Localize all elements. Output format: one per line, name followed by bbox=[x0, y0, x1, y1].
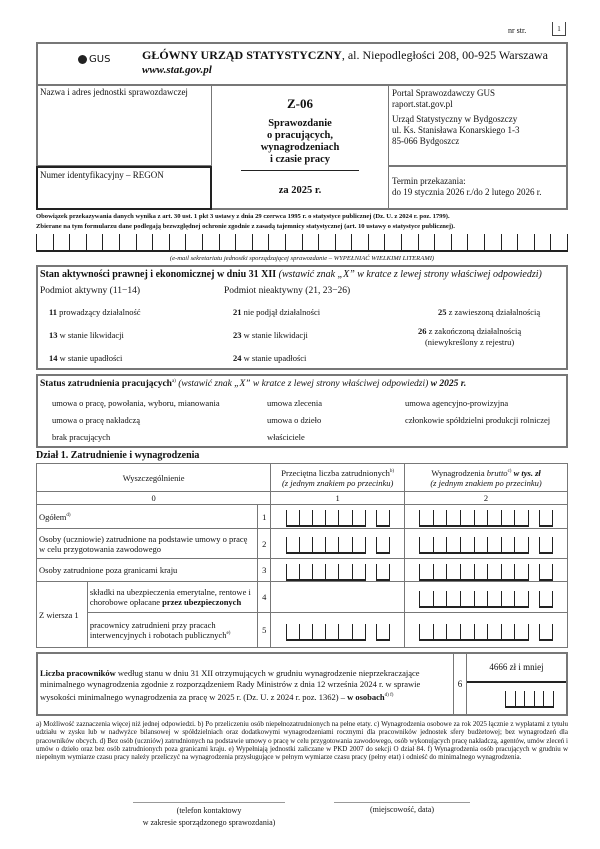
row-number: 6 bbox=[453, 654, 467, 714]
wages-input[interactable] bbox=[404, 504, 568, 529]
option-no-employees[interactable]: brak pracujących bbox=[52, 432, 111, 442]
form-title: o pracujących, bbox=[267, 130, 333, 141]
form-title-block: Z-06 Sprawozdanie o pracujących, wynagro… bbox=[212, 86, 388, 210]
footnotes: a) Możliwość zaznaczenia więcej niż jedn… bbox=[36, 720, 568, 762]
option-agency-contract[interactable]: umowa agencyjno-prowizyjna bbox=[405, 398, 509, 408]
option-sub-label: (niewykreślony z rejestru) bbox=[424, 337, 515, 347]
option-work-contract[interactable]: umowa o dzieło bbox=[267, 415, 322, 425]
header-box: GUS GŁÓWNY URZĄD STATYSTYCZNY, al. Niepo… bbox=[36, 42, 568, 86]
wages-input[interactable] bbox=[404, 528, 568, 559]
form-title: wynagrodzeniach bbox=[260, 142, 340, 153]
row-number: 1 bbox=[257, 504, 272, 529]
legal-notice: Obowiązek przekazywania danych wynika z … bbox=[36, 213, 455, 230]
option-owners[interactable]: właściciele bbox=[267, 432, 305, 442]
employees-input[interactable] bbox=[270, 558, 406, 582]
table-row: Osoby (uczniowie) zatrudnione na podstaw… bbox=[35, 528, 568, 559]
row-label: Osoby (uczniowie) zatrudnione na podstaw… bbox=[35, 528, 259, 559]
wages-input[interactable] bbox=[404, 612, 568, 648]
table-row: Ogółemd) 1 bbox=[35, 504, 568, 529]
col-header-description: Wyszczególnienie bbox=[35, 463, 272, 492]
option-14[interactable]: 14 w stanie upadłości bbox=[49, 353, 123, 363]
row-number: 4 bbox=[257, 581, 272, 613]
row-number: 2 bbox=[257, 528, 272, 559]
option-11[interactable]: 11 prowadzący działalność bbox=[49, 307, 141, 317]
table-row: Osoby zatrudnione poza granicami kraju 3 bbox=[35, 558, 568, 582]
col-header-wages: Wynagrodzenia bruttoc) w tys. zł (z jedny… bbox=[404, 463, 568, 492]
row6-box: Liczba pracowników według stanu w dniu 3… bbox=[36, 652, 568, 716]
row6-input[interactable] bbox=[505, 691, 554, 708]
option-23[interactable]: 23 w stanie likwidacji bbox=[233, 330, 308, 340]
activity-title: Stan aktywności prawnej i ekonomicznej w… bbox=[40, 269, 277, 280]
form-period: za 2025 r. bbox=[278, 185, 322, 196]
row-number: 3 bbox=[257, 558, 272, 582]
section1-title: Dział 1. Zatrudnienie i wynagrodzenia bbox=[36, 450, 200, 461]
page-number: 1 bbox=[552, 22, 566, 36]
section1-table: Wyszczególnienie Przeciętna liczba zatru… bbox=[35, 463, 568, 648]
row6-label: Liczba pracowników według stanu w dniu 3… bbox=[40, 668, 421, 702]
row-label: Ogółemd) bbox=[35, 504, 259, 529]
option-coop-members[interactable]: członkowie spółdzielni produkcji rolnicz… bbox=[405, 415, 551, 425]
email-input[interactable] bbox=[36, 234, 568, 252]
portal-info: Portal Sprawozdawczy GUS raport.stat.gov.… bbox=[388, 84, 568, 166]
email-caption: (e-mail sekretariatu jednostki sporządza… bbox=[169, 255, 435, 262]
form-title: Sprawozdanie bbox=[268, 118, 332, 129]
form-title: i czasie pracy bbox=[269, 154, 331, 165]
option-24[interactable]: 24 w stanie upadłości bbox=[233, 353, 307, 363]
wages-input[interactable] bbox=[404, 558, 568, 582]
option-21[interactable]: 21 nie podjął działalności bbox=[233, 307, 321, 317]
option-outwork-contract[interactable]: umowa o pracę nakładczą bbox=[52, 415, 141, 425]
row6-col-header: 4666 zł i mniej bbox=[467, 654, 566, 683]
option-mandate-contract[interactable]: umowa zlecenia bbox=[267, 398, 322, 408]
row-label: składki na ubezpieczenia emerytalne, ren… bbox=[86, 581, 259, 613]
active-label: Podmiot aktywny (11−14) bbox=[40, 286, 141, 296]
option-employment-contract[interactable]: umowa o pracę, powołania, wyboru, mianow… bbox=[52, 398, 220, 408]
page-number-label: nr str. bbox=[508, 26, 527, 35]
col-number: 0 bbox=[35, 491, 272, 505]
table-row: pracownicy zatrudnieni przy pracach inte… bbox=[37, 612, 568, 648]
gus-logo: GUS bbox=[78, 54, 110, 65]
option-26[interactable]: 26 z zakończoną działalnością (niewykreśl… bbox=[418, 326, 522, 347]
place-date-label[interactable]: (miejscowość, data) bbox=[370, 805, 434, 814]
inactive-label: Podmiot nieaktywny (21, 23−26) bbox=[224, 286, 351, 296]
employment-title: Status zatrudnienia pracujących bbox=[40, 379, 172, 390]
row-label: pracownicy zatrudnieni przy pracach inte… bbox=[86, 612, 259, 648]
group-label: Z wiersza 1 bbox=[36, 581, 88, 648]
gus-logo-icon bbox=[78, 55, 87, 64]
wages-input[interactable] bbox=[404, 581, 568, 613]
employees-input[interactable] bbox=[270, 528, 406, 559]
employees-input[interactable] bbox=[270, 504, 406, 529]
col-header-employees: Przeciętna liczba zatrudnionychb) (z jedn… bbox=[270, 463, 406, 492]
org-header: GŁÓWNY URZĄD STATYSTYCZNY, al. Niepodleg… bbox=[142, 48, 548, 62]
form-code: Z-06 bbox=[287, 96, 313, 111]
employees-input[interactable] bbox=[270, 612, 406, 648]
portal-link[interactable]: raport.stat.gov.pl bbox=[392, 99, 453, 109]
row-label: Osoby zatrudnione poza granicami kraju bbox=[35, 558, 259, 582]
deadline-info: Termin przekazania: do 19 stycznia 2026 r… bbox=[388, 166, 568, 210]
table-row: Z wiersza 1 składki na ubezpieczenia eme… bbox=[36, 581, 568, 648]
website-link[interactable]: www.stat.gov.pl bbox=[142, 64, 212, 76]
col-number: 1 bbox=[270, 491, 406, 505]
row-number: 5 bbox=[257, 612, 272, 648]
unit-name-field[interactable]: Nazwa i adres jednostki sprawozdawczej bbox=[36, 84, 212, 166]
option-13[interactable]: 13 w stanie likwidacji bbox=[49, 330, 124, 340]
col-number: 2 bbox=[404, 491, 568, 505]
employment-status-box: Status zatrudnienia pracującycha) (wstaw… bbox=[36, 374, 568, 448]
option-25[interactable]: 25 z zawieszoną działalnością bbox=[438, 307, 541, 317]
empty-cell bbox=[270, 581, 406, 613]
regon-field[interactable]: Numer identyfikacyjny – REGON bbox=[36, 166, 212, 210]
phone-signature-label[interactable]: (telefon kontaktowy w zakresie sporządzon… bbox=[142, 806, 276, 827]
activity-status-box: Stan aktywności prawnej i ekonomicznej w… bbox=[36, 265, 568, 370]
